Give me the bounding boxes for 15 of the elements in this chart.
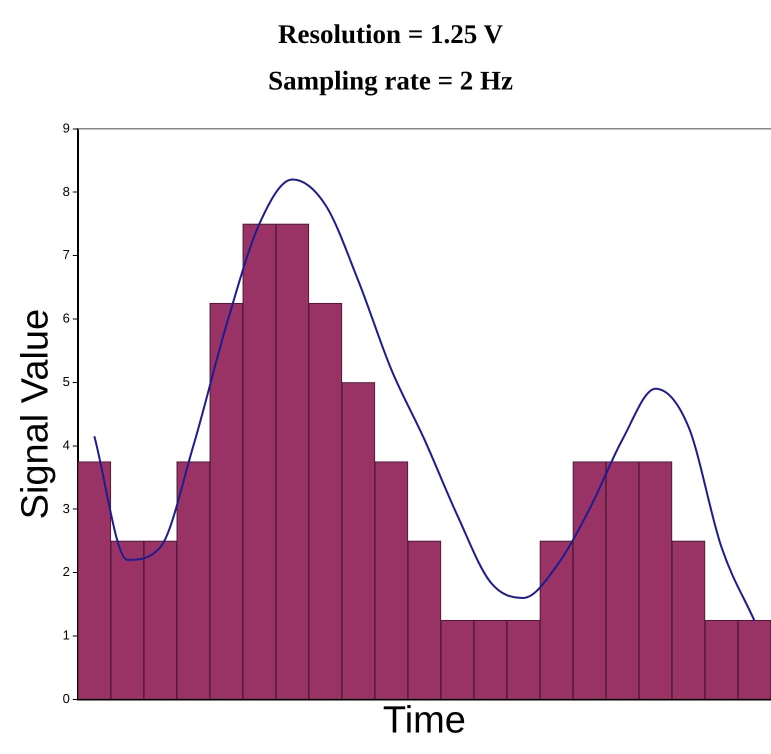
x-axis-title: Time: [382, 700, 466, 742]
y-axis-title: Signal Value: [14, 308, 56, 520]
y-tick-label: 2: [62, 564, 70, 580]
y-tick-label: 6: [62, 310, 70, 326]
y-tick-label: 8: [62, 184, 70, 199]
chart-subtitle: Sampling rate = 2 Hz: [268, 66, 513, 96]
y-tick-label: 7: [62, 247, 70, 262]
chart-title: Resolution = 1.25 V: [278, 19, 504, 50]
y-tick-label: 3: [62, 500, 70, 516]
y-tick-label: 4: [62, 437, 70, 452]
y-tick-label: 9: [62, 120, 70, 136]
y-tick-label: 1: [62, 628, 70, 643]
line-series: [93, 178, 756, 622]
y-tick-label: 0: [62, 690, 70, 706]
y-tick-label: 5: [62, 374, 70, 389]
